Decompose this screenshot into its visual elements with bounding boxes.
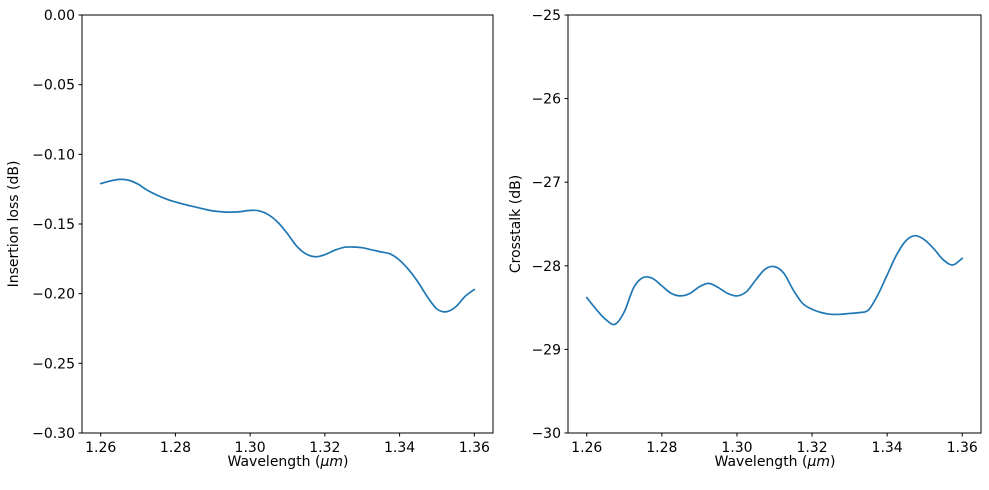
x-tick-label: 1.30: [235, 440, 266, 456]
plot-area: [567, 14, 982, 434]
x-tick-label: 1.32: [309, 440, 340, 456]
x-tick-label: 1.32: [796, 440, 827, 456]
x-tick-label: 1.36: [947, 440, 978, 456]
x-tick-label: 1.34: [872, 440, 903, 456]
y-tick-label: −28: [531, 259, 561, 275]
y-tick-label: −29: [531, 342, 561, 358]
x-axis-label-text: ): [343, 454, 349, 470]
y-tick-label: −0.30: [32, 426, 75, 442]
x-axis-label: Wavelength (μm): [715, 454, 836, 470]
insertion-loss-line: [99, 178, 476, 313]
x-axis-label-text: ): [830, 454, 836, 470]
x-tick-label: 1.28: [646, 440, 677, 456]
y-tick-label: −0.05: [32, 78, 75, 94]
y-tick-label: −30: [531, 426, 561, 442]
crosstalk-line: [585, 234, 964, 326]
x-axis-label-unit: μm: [807, 454, 831, 470]
y-axis-label: Insertion loss (dB): [6, 160, 22, 288]
y-tick-label: −0.15: [32, 217, 75, 233]
x-axis-label-unit: μm: [320, 454, 344, 470]
x-tick-label: 1.34: [384, 440, 415, 456]
x-tick-label: 1.26: [85, 440, 116, 456]
y-tick-label: −26: [531, 92, 561, 108]
y-tick-label: −27: [531, 175, 561, 191]
y-tick-label: −0.10: [32, 147, 75, 163]
y-tick-label: −25: [531, 8, 561, 24]
x-axis-label-text: Wavelength (: [714, 454, 808, 470]
x-axis-label: Wavelength (μm): [228, 454, 349, 470]
x-tick-label: 1.30: [721, 440, 752, 456]
x-tick-label: 1.36: [459, 440, 490, 456]
plot-area: [81, 14, 494, 434]
x-tick-label: 1.28: [160, 440, 191, 456]
y-axis-label: Crosstalk (dB): [508, 174, 524, 274]
x-axis-label-text: Wavelength (: [227, 454, 321, 470]
y-tick-label: −0.20: [32, 287, 75, 303]
x-tick-label: 1.26: [571, 440, 602, 456]
y-tick-label: 0.00: [44, 8, 75, 24]
y-tick-label: −0.25: [32, 356, 75, 372]
